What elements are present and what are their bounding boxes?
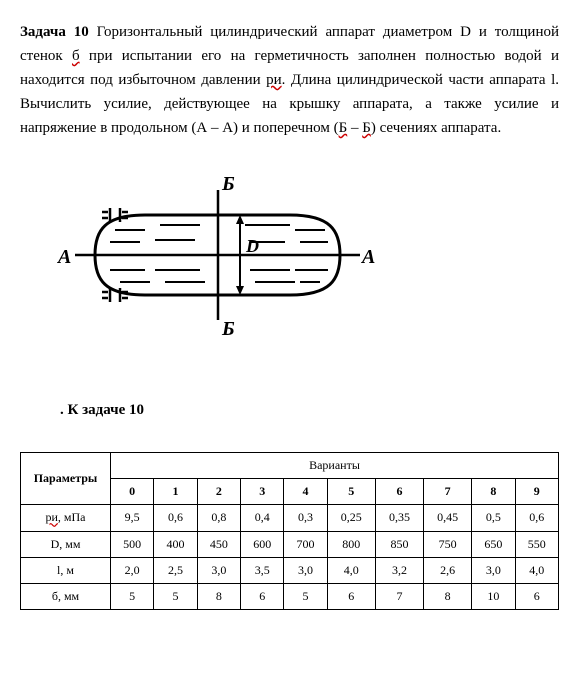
table-cell: 3,2 [375, 557, 423, 583]
table-cell: 450 [197, 531, 240, 557]
table-cell: 5 [284, 583, 327, 609]
table-cell: 0,45 [424, 505, 472, 531]
table-cell: 5 [154, 583, 197, 609]
table-cell: 9,5 [111, 505, 154, 531]
table-cell: 3,0 [284, 557, 327, 583]
data-table: Параметры Варианты 0123456789 ри, мПа9,5… [20, 452, 559, 610]
diagram: А А Б Б D [50, 170, 559, 348]
table-cell: 3,0 [197, 557, 240, 583]
table-row: б, мм55865678106 [21, 583, 559, 609]
table-cell: 750 [424, 531, 472, 557]
table-cell: 8 [424, 583, 472, 609]
problem-text-5: ) сечениях аппарата. [371, 120, 501, 136]
row-label: l, м [21, 557, 111, 583]
table-cell: 500 [111, 531, 154, 557]
table-cell: 6 [515, 583, 558, 609]
param-header: Параметры [21, 453, 111, 505]
figure-caption: . К задаче 10 [60, 398, 559, 422]
table-cell: 4,0 [327, 557, 375, 583]
problem-underline-2: ри [266, 72, 282, 88]
vessel-diagram: А А Б Б D [50, 170, 380, 340]
row-label: D, мм [21, 531, 111, 557]
table-cell: 0,8 [197, 505, 240, 531]
table-cell: 2,6 [424, 557, 472, 583]
table-cell: 8 [197, 583, 240, 609]
variant-number: 0 [111, 479, 154, 505]
table-cell: 600 [241, 531, 284, 557]
table-cell: 0,3 [284, 505, 327, 531]
table-cell: 4,0 [515, 557, 558, 583]
variant-number: 1 [154, 479, 197, 505]
row-label: б, мм [21, 583, 111, 609]
table-row: ри, мПа9,50,60,80,40,30,250,350,450,50,6 [21, 505, 559, 531]
variant-number: 7 [424, 479, 472, 505]
label-B-bottom: Б [221, 318, 235, 340]
problem-statement: Задача 10 Горизонтальный цилиндрический … [20, 20, 559, 140]
label-B-top: Б [221, 173, 235, 195]
table-cell: 0,35 [375, 505, 423, 531]
variant-number: 5 [327, 479, 375, 505]
table-cell: 6 [327, 583, 375, 609]
problem-label: Задача 10 [20, 24, 89, 40]
table-cell: 400 [154, 531, 197, 557]
table-cell: 650 [472, 531, 515, 557]
problem-text-4: – [347, 120, 362, 136]
table-cell: 0,6 [154, 505, 197, 531]
problem-underline-3: Б [339, 120, 348, 136]
problem-underline-1: б [72, 48, 80, 64]
table-cell: 7 [375, 583, 423, 609]
table-cell: 2,5 [154, 557, 197, 583]
variant-number: 2 [197, 479, 240, 505]
table-cell: 850 [375, 531, 423, 557]
variant-number: 3 [241, 479, 284, 505]
table-cell: 0,25 [327, 505, 375, 531]
variant-number: 4 [284, 479, 327, 505]
label-A-left: А [56, 246, 71, 268]
table-cell: 6 [241, 583, 284, 609]
row-label: ри, мПа [21, 505, 111, 531]
variant-header: Варианты [111, 453, 559, 479]
variant-number: 6 [375, 479, 423, 505]
table-row: D, мм500400450600700800850750650550 [21, 531, 559, 557]
label-A-right: А [360, 246, 375, 268]
table-cell: 0,5 [472, 505, 515, 531]
table-cell: 3,5 [241, 557, 284, 583]
table-cell: 0,4 [241, 505, 284, 531]
label-D: D [245, 236, 259, 256]
table-cell: 550 [515, 531, 558, 557]
table-cell: 2,0 [111, 557, 154, 583]
problem-underline-4: Б [362, 120, 371, 136]
table-cell: 10 [472, 583, 515, 609]
table-cell: 3,0 [472, 557, 515, 583]
table-row: l, м2,02,53,03,53,04,03,22,63,04,0 [21, 557, 559, 583]
table-cell: 0,6 [515, 505, 558, 531]
table-cell: 700 [284, 531, 327, 557]
variant-number: 8 [472, 479, 515, 505]
table-cell: 800 [327, 531, 375, 557]
variant-number: 9 [515, 479, 558, 505]
table-cell: 5 [111, 583, 154, 609]
